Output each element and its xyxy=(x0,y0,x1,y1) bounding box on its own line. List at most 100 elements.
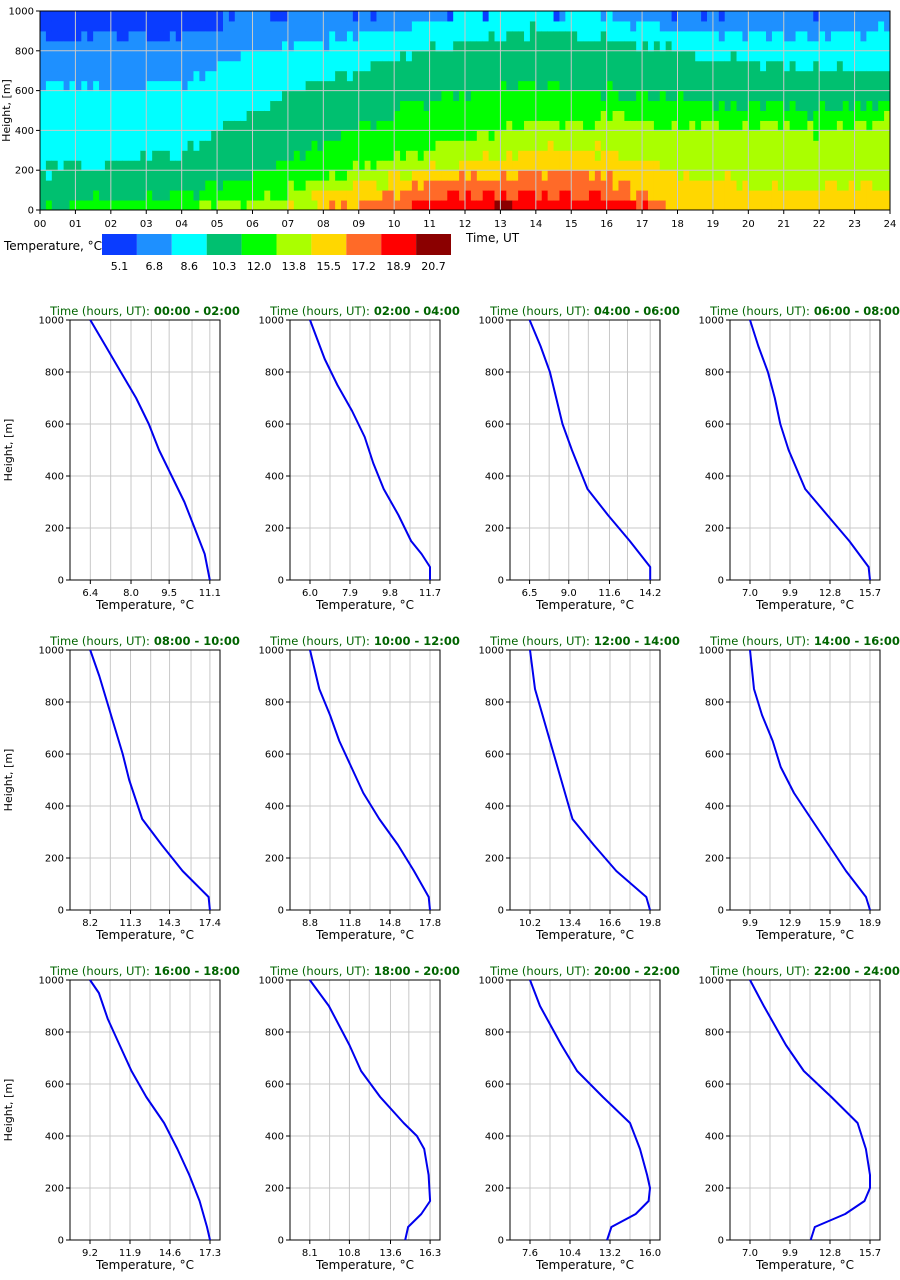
heatmap-cell xyxy=(329,120,336,131)
heatmap-cell xyxy=(305,120,313,131)
heatmap-cell xyxy=(777,120,785,131)
heatmap-cell xyxy=(299,90,307,102)
heatmap-cell xyxy=(506,11,513,22)
heatmap-cell xyxy=(754,120,761,131)
heatmap-cell xyxy=(878,180,885,191)
heatmap-cell xyxy=(63,140,71,151)
heatmap-cell xyxy=(541,70,549,82)
heatmap-cell xyxy=(512,120,519,131)
heatmap-cell xyxy=(45,150,53,161)
heatmap-cell xyxy=(665,80,673,92)
heatmap-cell xyxy=(140,60,147,72)
heatmap-cell xyxy=(529,200,537,211)
heatmap-cell xyxy=(583,100,590,111)
heatmap-cell xyxy=(116,40,124,52)
heatmap-cell xyxy=(529,60,537,72)
heatmap-cell xyxy=(659,130,667,141)
heatmap-cell xyxy=(777,180,785,191)
heatmap-cell xyxy=(588,40,596,52)
colorbar-swatch xyxy=(102,234,137,255)
heatmap-cell xyxy=(754,160,761,171)
heatmap-cell xyxy=(571,80,578,92)
heatmap-cell xyxy=(777,20,785,32)
heatmap-cell xyxy=(240,80,248,92)
heatmap-cell xyxy=(777,150,785,161)
heatmap-cell xyxy=(884,160,891,171)
heatmap-cell xyxy=(653,40,661,52)
heatmap-cell xyxy=(541,200,549,211)
heatmap-cell xyxy=(683,60,690,72)
heatmap-cell xyxy=(81,130,88,141)
heatmap-cell xyxy=(529,30,537,42)
heatmap-cell xyxy=(866,200,873,211)
heatmap-cell xyxy=(771,20,779,32)
heatmap-cell xyxy=(506,180,513,191)
profile-chart: Time (hours, UT): 02:00 - 04:000200400600… xyxy=(259,304,460,612)
heatmap-cell xyxy=(535,90,543,102)
heatmap-cell xyxy=(222,20,230,32)
heatmap-cell xyxy=(341,70,348,82)
profile-y-tick-label: 1000 xyxy=(39,316,64,327)
heatmap-cell xyxy=(665,90,673,102)
heatmap-cell xyxy=(134,40,141,52)
heatmap-cell xyxy=(801,130,808,141)
heatmap-cell xyxy=(99,100,106,111)
heatmap-cell xyxy=(116,20,124,32)
heatmap-cell xyxy=(476,120,484,131)
heatmap-cell xyxy=(346,160,354,171)
heatmap-cell xyxy=(659,150,667,161)
heatmap-cell xyxy=(205,200,212,211)
heatmap-cell xyxy=(518,90,525,102)
heatmap-cell xyxy=(730,120,738,131)
heatmap-cell xyxy=(394,40,401,52)
heatmap-cell xyxy=(364,11,372,22)
heatmap-cell xyxy=(795,140,802,151)
heatmap-cell xyxy=(553,110,560,121)
heatmap-cell xyxy=(63,170,71,181)
heatmap-cell xyxy=(423,200,431,211)
heatmap-cell xyxy=(122,190,130,201)
profile-y-tick-label: 1000 xyxy=(39,976,64,987)
heatmap-cell xyxy=(606,80,614,92)
heatmap-cell xyxy=(695,20,702,32)
heatmap-cell xyxy=(341,130,348,141)
heatmap-cell xyxy=(240,20,248,32)
heatmap-cell xyxy=(400,110,407,121)
heatmap-cell xyxy=(795,60,802,72)
heatmap-cell xyxy=(878,200,885,211)
heatmap-cell xyxy=(878,70,885,82)
heatmap-cell xyxy=(606,30,614,42)
heatmap-cell xyxy=(193,110,200,121)
heatmap-cell xyxy=(99,60,106,72)
heatmap-cell xyxy=(382,150,389,161)
heatmap-cell xyxy=(848,30,856,42)
profile-y-tick-label: 400 xyxy=(265,802,284,813)
heatmap-cell xyxy=(140,200,147,211)
heatmap-cell xyxy=(612,70,619,82)
heatmap-cell xyxy=(346,90,354,102)
heatmap-cell xyxy=(559,200,566,211)
heatmap-cell xyxy=(63,70,71,82)
heatmap-cell xyxy=(465,60,472,72)
heatmap-cell xyxy=(370,40,377,52)
heatmap-cell xyxy=(323,20,330,32)
heatmap-cell xyxy=(199,30,206,42)
heatmap-cell xyxy=(872,11,879,22)
heatmap-cell xyxy=(441,100,448,111)
heatmap-cell xyxy=(152,180,159,191)
heatmap-cell xyxy=(476,70,484,82)
heatmap-cell xyxy=(677,180,684,191)
heatmap-cell xyxy=(600,110,608,121)
heatmap-cell xyxy=(742,100,749,111)
heatmap-cell xyxy=(264,50,271,62)
heatmap-cell xyxy=(140,80,147,92)
heatmap-cell xyxy=(187,80,194,92)
heatmap-cell xyxy=(75,30,82,42)
heatmap-cell xyxy=(317,170,324,181)
heatmap-cell xyxy=(394,20,401,32)
heatmap-cell xyxy=(689,40,696,52)
heatmap-cell xyxy=(299,80,307,92)
heatmap-cell xyxy=(40,11,47,22)
heatmap-cell xyxy=(99,50,106,62)
heatmap-cell xyxy=(169,140,177,151)
